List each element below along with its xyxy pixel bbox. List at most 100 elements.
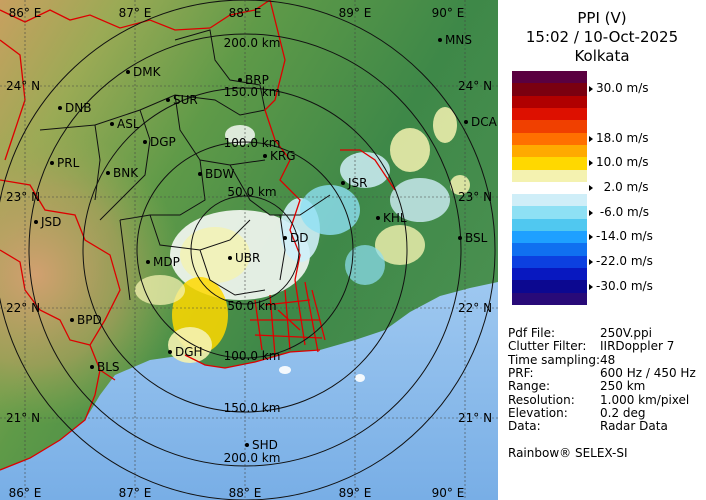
info-value: Radar Data (600, 419, 668, 434)
station-label: DMK (133, 65, 162, 79)
station-dot (70, 318, 74, 322)
vendor-credit: Rainbow® SELEX-SI (508, 446, 628, 460)
station-dot (143, 140, 147, 144)
lon-tick-top-87: 87° E (119, 6, 152, 20)
colorbar-segment (512, 95, 587, 109)
station-dot (458, 236, 462, 240)
radar-echoes (135, 107, 470, 382)
info-label: Time sampling: (508, 352, 601, 367)
station-label: DGH (175, 345, 203, 359)
latlon-grid (0, 0, 498, 500)
station-dot (245, 443, 249, 447)
lat-tick-left-21: 21° N (6, 411, 40, 425)
colorbar-segment (512, 71, 587, 84)
lon-tick-bottom-86: 86° E (9, 486, 42, 500)
station-dot (438, 38, 442, 42)
colorbar-tick-arrow (589, 86, 593, 93)
station-label: MDP (153, 255, 180, 269)
station-label: UBR (235, 251, 260, 265)
station-title: Kolkata (574, 47, 630, 65)
colorbar-tick-arrow (589, 258, 593, 265)
station-dot (464, 120, 468, 124)
info-label: PRF: (508, 365, 534, 380)
station-dot (110, 122, 114, 126)
colorbar-tick-label: -22.0 m/s (596, 253, 653, 268)
station-dot (283, 236, 287, 240)
station-label: BNK (113, 166, 139, 180)
info-label: Data: (508, 419, 541, 434)
colorbar-segment (512, 255, 587, 269)
station-dot (50, 161, 54, 165)
lon-tick-top-90: 90° E (432, 6, 465, 20)
colorbar-tick-arrow (589, 160, 593, 167)
colorbar-segment (512, 107, 587, 121)
station-label: KRG (270, 149, 296, 163)
station-label: DCA (471, 115, 498, 129)
colorbar-tick-label: -30.0 m/s (596, 278, 653, 293)
colorbar-tick-label: 18.0 m/s (596, 130, 649, 145)
radar-map: 200.0 km 150.0 km 100.0 km 50.0 km 50.0 … (0, 0, 498, 500)
colorbar-segment (512, 206, 587, 220)
colorbar-segment (512, 231, 587, 244)
station-dot (166, 98, 170, 102)
info-value: IIRDoppler 7 (600, 339, 675, 354)
info-value: 1.000 km/pixel (600, 392, 690, 407)
station-label: KHL (383, 211, 407, 225)
info-label: Pdf File: (508, 326, 556, 340)
ring-label-s-150: 150.0 km (224, 401, 281, 415)
colorbar-segment (512, 157, 587, 171)
info-value: 250V.ppi (600, 326, 652, 340)
colorbar-tick-arrow (589, 234, 593, 241)
station-label: BDW (205, 167, 234, 181)
station-label: BSL (465, 231, 488, 245)
station-label: SHD (252, 438, 278, 452)
colorbar-segment (512, 243, 587, 257)
colorbar-segment (512, 292, 587, 306)
info-value: 0.2 deg (600, 405, 646, 420)
lon-tick-bottom-87: 87° E (119, 486, 152, 500)
station-dot (146, 260, 150, 264)
lat-tick-right-21: 21° N (458, 411, 492, 425)
colorbar-segment (512, 194, 587, 207)
colorbar-tick-arrow (589, 185, 593, 191)
station-label: BLS (97, 360, 120, 374)
product-title: PPI (V) (577, 9, 627, 27)
colorbar-tick-label: 10.0 m/s (596, 155, 649, 170)
ring-label-n-200: 200.0 km (224, 36, 281, 50)
lat-tick-left-22: 22° N (6, 301, 40, 315)
lon-tick-bottom-88: 88° E (229, 486, 262, 500)
lat-tick-right-22: 22° N (458, 301, 492, 315)
colorbar-tick-arrow (589, 135, 593, 142)
ring-label-n-50: 50.0 km (227, 185, 276, 199)
ring-label-s-100: 100.0 km (224, 349, 281, 363)
station-label: SUR (173, 93, 198, 107)
station-dot (238, 78, 242, 82)
colorbar-segment (512, 268, 587, 281)
station-label: DD (290, 231, 308, 245)
station-label: BRP (245, 73, 269, 87)
lat-tick-right-24: 24° N (458, 79, 492, 93)
station-dot (376, 216, 380, 220)
info-value: 48 (600, 352, 616, 367)
station-dot (58, 106, 62, 110)
info-label: Clutter Filter: (508, 339, 587, 354)
lon-tick-top-86: 86° E (9, 6, 42, 20)
sundarbans-rivers (250, 279, 326, 356)
info-label: Resolution: (508, 392, 575, 407)
colorbar-segment (512, 218, 587, 232)
colorbar-tick-arrow (589, 283, 593, 290)
station-label: BPD (77, 313, 102, 327)
info-value: 600 Hz / 450 Hz (600, 365, 696, 380)
colorbar-tick-label: 2.0 m/s (596, 180, 649, 194)
colorbar-segment (512, 144, 587, 158)
ring-label-n-100: 100.0 km (224, 136, 281, 150)
station-dot (126, 70, 130, 74)
colorbar-tick-label: 30.0 m/s (596, 81, 649, 96)
colorbar-segment (512, 120, 587, 134)
station-dot (90, 365, 94, 369)
station-label: JSR (347, 176, 368, 190)
station-dot (106, 171, 110, 175)
range-rings (0, 0, 496, 500)
station-label: MNS (445, 33, 472, 47)
